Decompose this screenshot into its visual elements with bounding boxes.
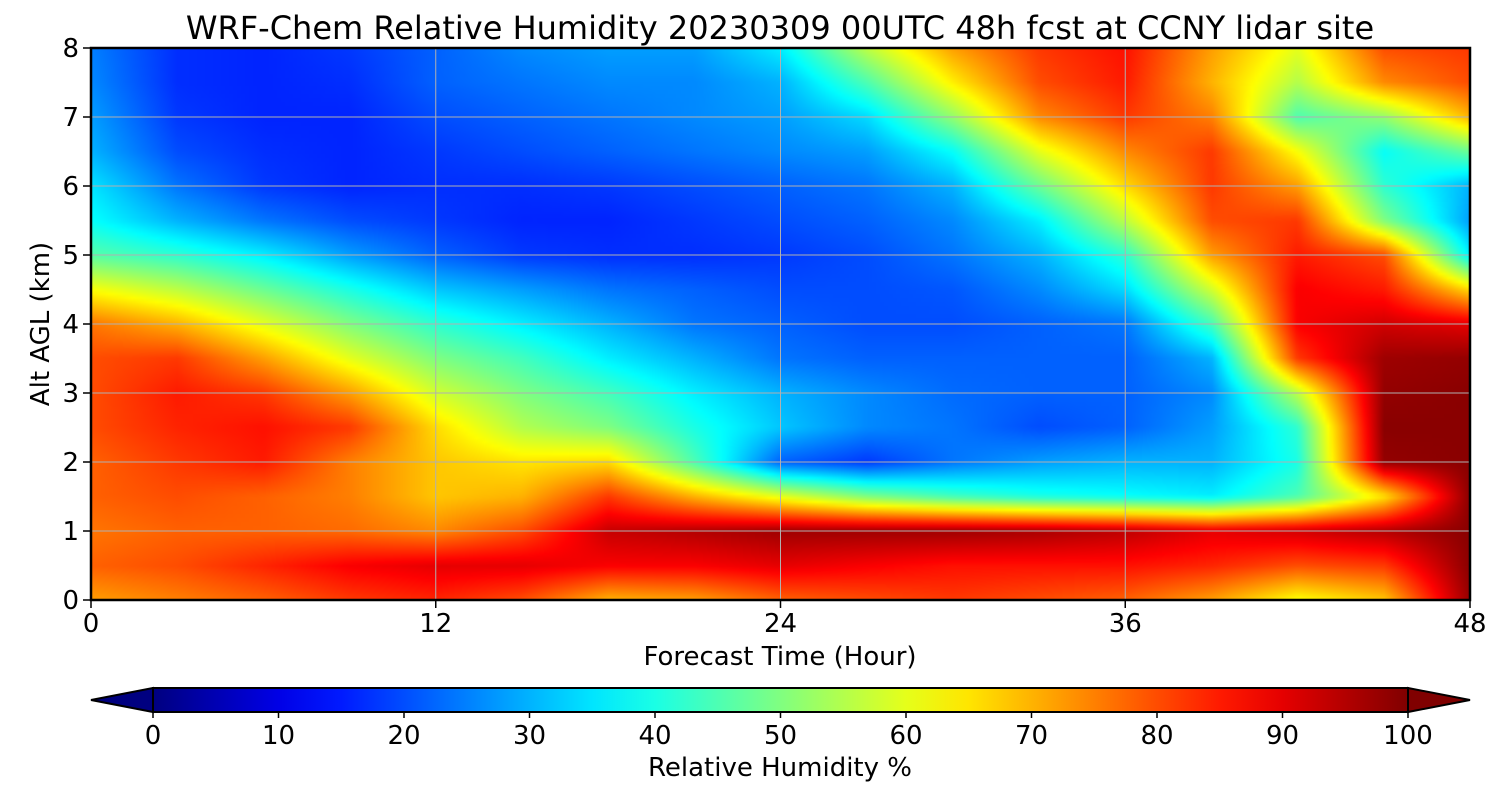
colorbar-tick-label: 90 xyxy=(1266,721,1299,751)
y-tick-label: 2 xyxy=(62,448,79,478)
y-tick-label: 6 xyxy=(62,172,79,202)
y-tick-label: 1 xyxy=(62,517,79,547)
x-axis: 0 12 24 36 48 xyxy=(83,600,1487,639)
y-tick-label: 7 xyxy=(62,103,79,133)
colorbar-tick-label: 40 xyxy=(638,721,671,751)
y-tick-label: 5 xyxy=(62,241,79,271)
x-axis-label: Forecast Time (Hour) xyxy=(643,642,916,672)
colorbar-tick-label: 100 xyxy=(1383,721,1433,751)
colorbar-tick-label: 50 xyxy=(764,721,797,751)
y-tick-label: 8 xyxy=(62,34,79,64)
colorbar-label: Relative Humidity % xyxy=(648,753,912,783)
colorbar-gradient xyxy=(152,687,1409,713)
colorbar-max-extension xyxy=(1407,686,1471,714)
x-tick-label: 12 xyxy=(419,609,452,639)
chart-title: WRF-Chem Relative Humidity 20230309 00UT… xyxy=(186,9,1374,47)
x-tick-label: 48 xyxy=(1453,609,1486,639)
colorbar-tick-label: 60 xyxy=(889,721,922,751)
x-tick-label: 24 xyxy=(764,609,797,639)
colorbar-tick-label: 20 xyxy=(387,721,420,751)
y-tick-label: 4 xyxy=(62,310,79,340)
colorbar: 0 10 20 30 40 50 60 70 80 90 100 Relative Humidity… xyxy=(90,686,1471,783)
x-tick-label: 36 xyxy=(1109,609,1142,639)
colorbar-min-extension xyxy=(90,686,154,714)
x-tick-label: 0 xyxy=(83,609,100,639)
y-axis: 0 1 2 3 4 5 6 7 8 xyxy=(62,34,91,616)
y-tick-label: 3 xyxy=(62,379,79,409)
colorbar-tick-label: 10 xyxy=(262,721,295,751)
y-tick-label: 0 xyxy=(62,586,79,616)
colorbar-tick-label: 30 xyxy=(513,721,546,751)
colorbar-tick-label: 70 xyxy=(1015,721,1048,751)
colorbar-ticks: 0 10 20 30 40 50 60 70 80 90 100 xyxy=(145,712,1433,751)
y-axis-label: Alt AGL (km) xyxy=(26,242,56,406)
colorbar-tick-label: 80 xyxy=(1140,721,1173,751)
plot-area xyxy=(89,46,1472,602)
colorbar-tick-label: 0 xyxy=(145,721,162,751)
